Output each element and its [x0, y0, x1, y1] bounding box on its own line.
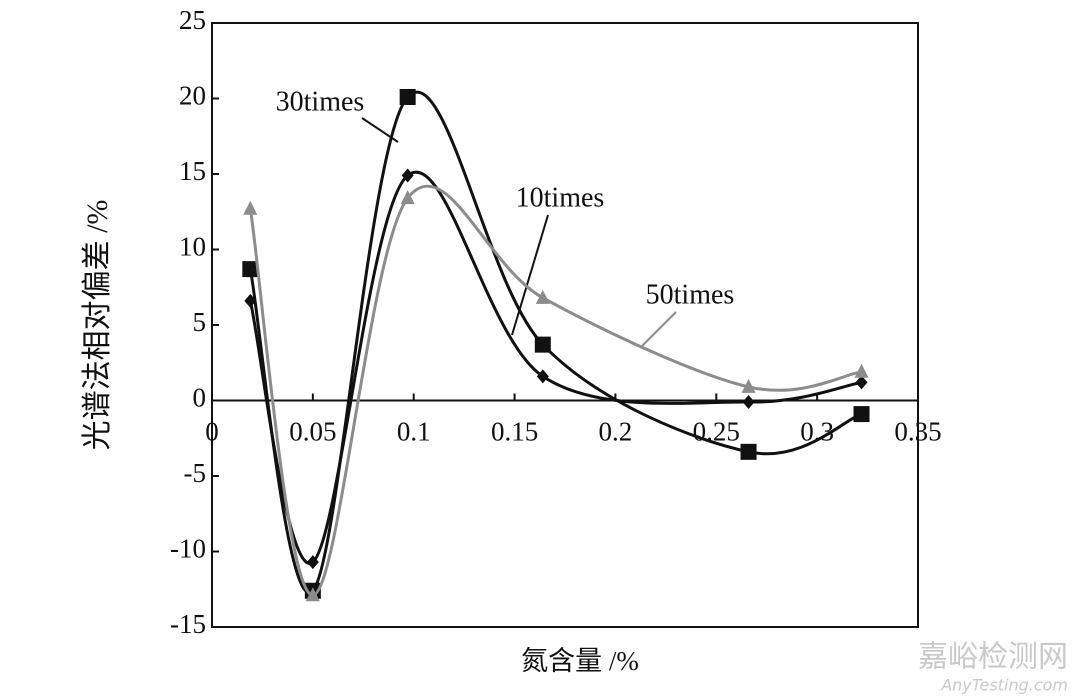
series-line: [248, 90, 863, 595]
y-tick-label: -15: [170, 609, 206, 639]
y-tick-label: -10: [170, 534, 206, 564]
y-tick-label: 15: [179, 156, 206, 186]
x-axis-label: 氮含量 /%: [521, 646, 639, 676]
x-tick-label: 0: [205, 417, 219, 447]
x-tick-label: 0.3: [800, 417, 834, 447]
diamond-marker: [306, 555, 319, 570]
square-marker: [534, 336, 551, 353]
y-axis-label: 光谱法相对偏差 /%: [81, 200, 114, 451]
y-tick-label: 10: [179, 232, 206, 262]
triangle-marker: [243, 200, 258, 215]
x-tick-label: 0.2: [599, 417, 633, 447]
square-marker: [853, 406, 870, 423]
triangle-marker: [535, 289, 550, 304]
triangle-marker: [305, 587, 320, 602]
x-tick-label: 0.25: [693, 417, 740, 447]
watermark-url: AnyTesting.com: [940, 676, 1068, 695]
square-marker: [740, 443, 757, 460]
y-tick-label: 25: [179, 5, 206, 35]
series-label: 30times: [276, 86, 365, 117]
label-leader: [511, 214, 549, 336]
y-tick-label: -5: [184, 458, 207, 488]
y-tick-label: 20: [179, 81, 206, 111]
triangle-marker: [854, 363, 869, 378]
series-label: 50times: [646, 279, 735, 310]
y-tick-label: 0: [193, 383, 207, 413]
x-tick-label: 0.15: [491, 417, 538, 447]
series-line: [248, 170, 862, 565]
x-tick-label: 0.35: [894, 417, 941, 447]
y-tick-label: 5: [193, 307, 207, 337]
square-marker: [399, 88, 416, 105]
square-marker: [242, 261, 259, 278]
label-leader: [361, 117, 399, 143]
diamond-marker: [742, 395, 755, 410]
triangle-marker: [400, 190, 415, 205]
watermark-title: 嘉峪检测网: [918, 640, 1068, 675]
label-leader: [641, 311, 677, 347]
diamond-marker: [536, 369, 549, 384]
x-tick-label: 0.1: [397, 417, 431, 447]
diamond-marker: [855, 375, 868, 390]
x-tick-label: 0.05: [289, 417, 336, 447]
series-line: [248, 184, 862, 597]
triangle-marker: [741, 378, 756, 393]
diamond-marker: [401, 168, 414, 183]
series-label: 10times: [516, 182, 605, 213]
